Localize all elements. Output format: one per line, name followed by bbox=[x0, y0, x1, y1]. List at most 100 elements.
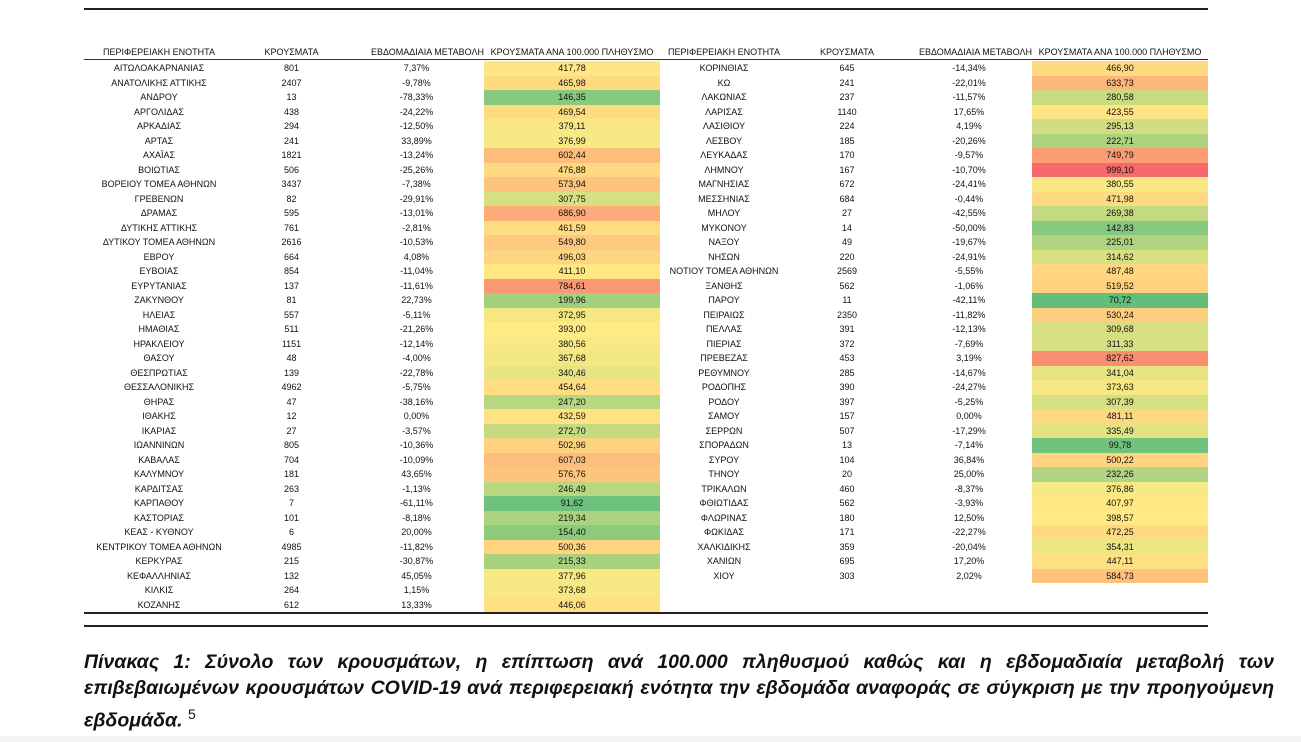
cases-per-100k-cell: 411,10 bbox=[484, 264, 660, 279]
weekly-change-cell: 0,00% bbox=[956, 411, 982, 421]
cases-per-100k-cell: 784,61 bbox=[484, 278, 660, 293]
cases-per-100k-cell: 376,86 bbox=[1032, 481, 1208, 496]
region-cell: ΠΕΛΛΑΣ bbox=[705, 324, 743, 334]
cases-per-100k-cell: 373,68 bbox=[484, 583, 660, 598]
region-cell: ΑΡΓΟΛΙΔΑΣ bbox=[134, 106, 184, 117]
weekly-change-cell: 12,50% bbox=[953, 512, 985, 523]
weekly-change-cell: -38,16% bbox=[399, 396, 434, 407]
cases-per-100k-cell: 417,78 bbox=[484, 61, 660, 76]
weekly-change-cell: -20,04% bbox=[952, 541, 986, 552]
table-row: ΕΥΡΥΤΑΝΙΑΣ 137 -11,61% 784,61 bbox=[84, 278, 660, 293]
cases-cell: 132 bbox=[283, 570, 300, 581]
table-row: ΑΧΑΪΑΣ 1821 -13,24% 602,44 bbox=[84, 148, 660, 163]
table-row: ΧΑΝΙΩΝ 695 17,20% 447,11 bbox=[660, 554, 1208, 569]
cases-per-100k-cell: 91,62 bbox=[484, 496, 660, 511]
cases-cell: 438 bbox=[283, 106, 300, 117]
weekly-change-cell: 7,37% bbox=[403, 63, 430, 73]
table-row: ΑΝΔΡΟΥ 13 -78,33% 146,35 bbox=[84, 90, 660, 105]
table-row: ΣΕΡΡΩΝ 507 -17,29% 335,49 bbox=[660, 423, 1208, 438]
weekly-change-cell: 1,15% bbox=[403, 585, 430, 595]
region-cell: ΑΝΔΡΟΥ bbox=[140, 92, 178, 102]
cases-cell: 557 bbox=[283, 309, 300, 320]
table-row: ΙΩΑΝΝΙΝΩΝ 805 -10,36% 502,96 bbox=[84, 438, 660, 453]
region-cell: ΚΕΑΣ - ΚΥΘΝΟΥ bbox=[124, 527, 194, 537]
region-cell: ΚΕΝΤΡΙΚΟΥ ΤΟΜΕΑ ΑΘΗΝΩΝ bbox=[96, 541, 222, 552]
cases-cell: 27 bbox=[286, 425, 297, 436]
weekly-change-cell: -10,70% bbox=[952, 164, 986, 175]
region-cell: ΛΑΣΙΘΙΟΥ bbox=[702, 121, 746, 131]
weekly-change-cell: -3,93% bbox=[954, 498, 984, 508]
region-cell: ΚΟΡΙΝΘΙΑΣ bbox=[699, 63, 749, 73]
cases-per-100k-cell: 573,94 bbox=[484, 177, 660, 192]
table-header: ΠΕΡΙΦΕΡΕΙΑΚΗ ΕΝΟΤΗΤΑ ΚΡΟΥΣΜΑΤΑ ΕΒΔΟΜΑΔΙΑ… bbox=[660, 45, 1208, 60]
weekly-change-cell: 13,33% bbox=[401, 599, 432, 610]
weekly-change-cell: -11,57% bbox=[952, 92, 986, 102]
region-cell: ΠΡΕΒΕΖΑΣ bbox=[700, 353, 748, 363]
weekly-change-cell: -1,13% bbox=[402, 483, 431, 494]
region-cell: ΙΩΑΝΝΙΝΩΝ bbox=[133, 440, 185, 450]
header-weekly-change: ΕΒΔΟΜΑΔΙΑΙΑ ΜΕΤΑΒΟΛΗ bbox=[370, 47, 484, 57]
table-row: ΠΙΕΡΙΑΣ 372 -7,69% 311,33 bbox=[660, 336, 1208, 351]
region-cell: ΕΥΒΟΙΑΣ bbox=[139, 266, 179, 276]
table-row: ΗΜΑΘΙΑΣ 511 -21,26% 393,00 bbox=[84, 322, 660, 337]
cases-per-100k-cell: 393,00 bbox=[484, 322, 660, 337]
region-cell: ΤΗΝΟΥ bbox=[708, 469, 740, 479]
region-cell: ΝΟΤΙΟΥ ΤΟΜΕΑ ΑΘΗΝΩΝ bbox=[669, 266, 779, 276]
region-cell: ΑΙΤΩΛΟΑΚΑΡΝΑΝΙΑΣ bbox=[113, 63, 205, 73]
weekly-change-cell: -22,78% bbox=[399, 367, 434, 378]
cases-per-100k-cell: 247,20 bbox=[484, 394, 660, 409]
page-edge bbox=[0, 736, 1301, 742]
table-row: ΒΟΙΩΤΙΑΣ 506 -25,26% 476,88 bbox=[84, 162, 660, 177]
weekly-change-cell: 43,65% bbox=[401, 469, 432, 479]
weekly-change-cell: -11,82% bbox=[400, 541, 433, 552]
region-cell: ΕΥΡΥΤΑΝΙΑΣ bbox=[131, 280, 187, 291]
weekly-change-cell: -5,75% bbox=[402, 382, 431, 392]
cases-per-100k-cell: 354,31 bbox=[1032, 539, 1208, 554]
cases-per-100k-cell: 295,13 bbox=[1032, 119, 1208, 134]
region-cell: ΜΕΣΣΗΝΙΑΣ bbox=[698, 193, 750, 204]
weekly-change-cell: -12,13% bbox=[952, 324, 986, 334]
table-row: ΛΑΡΙΣΑΣ 1140 17,65% 423,55 bbox=[660, 104, 1208, 119]
table-row: ΕΥΒΟΙΑΣ 854 -11,04% 411,10 bbox=[84, 264, 660, 279]
cases-cell: 6 bbox=[288, 527, 294, 537]
cases-per-100k-cell: 215,33 bbox=[484, 554, 660, 569]
table-row: ΡΕΘΥΜΝΟΥ 285 -14,67% 341,04 bbox=[660, 365, 1208, 380]
caption-text: Πίνακας 1: Σύνολο των κρουσμάτων, η επίπ… bbox=[84, 651, 1274, 732]
cases-cell: 695 bbox=[839, 556, 855, 566]
cases-cell: 1151 bbox=[281, 338, 302, 349]
table-row: ΒΟΡΕΙΟΥ ΤΟΜΕΑ ΑΘΗΝΩΝ 3437 -7,38% 573,94 bbox=[84, 177, 660, 192]
table-body-right: ΚΟΡΙΝΘΙΑΣ 645 -14,34% 466,90 ΚΩ 241 -22,01% 633… bbox=[660, 61, 1208, 583]
region-cell: ΚΕΦΑΛΛΗΝΙΑΣ bbox=[126, 570, 192, 581]
table-row: ΝΟΤΙΟΥ ΤΟΜΕΑ ΑΘΗΝΩΝ 2569 -5,55% 487,48 bbox=[660, 264, 1208, 279]
region-cell: ΜΥΚΟΝΟΥ bbox=[701, 222, 747, 233]
cases-per-100k-cell: 496,03 bbox=[484, 249, 660, 264]
cases-per-100k-cell: 372,95 bbox=[484, 307, 660, 322]
cases-per-100k-cell: 454,64 bbox=[484, 380, 660, 395]
header-cases: ΚΡΟΥΣΜΑΤΑ bbox=[264, 47, 319, 57]
table-row: ΜΕΣΣΗΝΙΑΣ 684 -0,44% 471,98 bbox=[660, 191, 1208, 206]
cases-cell: 1140 bbox=[837, 106, 857, 117]
cases-per-100k-cell: 376,99 bbox=[484, 133, 660, 148]
region-cell: ΛΕΣΒΟΥ bbox=[705, 135, 743, 146]
region-cell: ΘΕΣΠΡΩΤΙΑΣ bbox=[130, 367, 188, 378]
header-region: ΠΕΡΙΦΕΡΕΙΑΚΗ ΕΝΟΤΗΤΑ bbox=[667, 47, 781, 57]
weekly-change-cell: -8,37% bbox=[954, 483, 984, 494]
table-row: ΛΗΜΝΟΥ 167 -10,70% 999,10 bbox=[660, 162, 1208, 177]
region-cell: ΙΚΑΡΙΑΣ bbox=[141, 425, 177, 436]
weekly-change-cell: -13,01% bbox=[399, 208, 434, 218]
table-row: ΡΟΔΟΠΗΣ 390 -24,27% 373,63 bbox=[660, 380, 1208, 395]
cases-cell: 511 bbox=[284, 324, 299, 334]
cases-per-100k-cell: 154,40 bbox=[484, 525, 660, 540]
cases-cell: 2569 bbox=[836, 266, 858, 276]
cases-per-100k-cell: 341,04 bbox=[1032, 365, 1208, 380]
cases-per-100k-cell: 146,35 bbox=[484, 90, 660, 105]
cases-cell: 27 bbox=[841, 208, 852, 218]
cases-cell: 2616 bbox=[281, 237, 302, 247]
cases-per-100k-cell: 446,06 bbox=[484, 597, 660, 612]
cases-per-100k-cell: 487,48 bbox=[1032, 264, 1208, 279]
cases-per-100k-cell: 447,11 bbox=[1032, 554, 1208, 569]
region-cell: ΣΕΡΡΩΝ bbox=[705, 425, 743, 436]
table-row: ΚΕΝΤΡΙΚΟΥ ΤΟΜΕΑ ΑΘΗΝΩΝ 4985 -11,82% 500,36 bbox=[84, 539, 660, 554]
table-row: ΑΡΤΑΣ 241 33,89% 376,99 bbox=[84, 133, 660, 148]
region-cell: ΦΛΩΡΙΝΑΣ bbox=[700, 512, 748, 523]
